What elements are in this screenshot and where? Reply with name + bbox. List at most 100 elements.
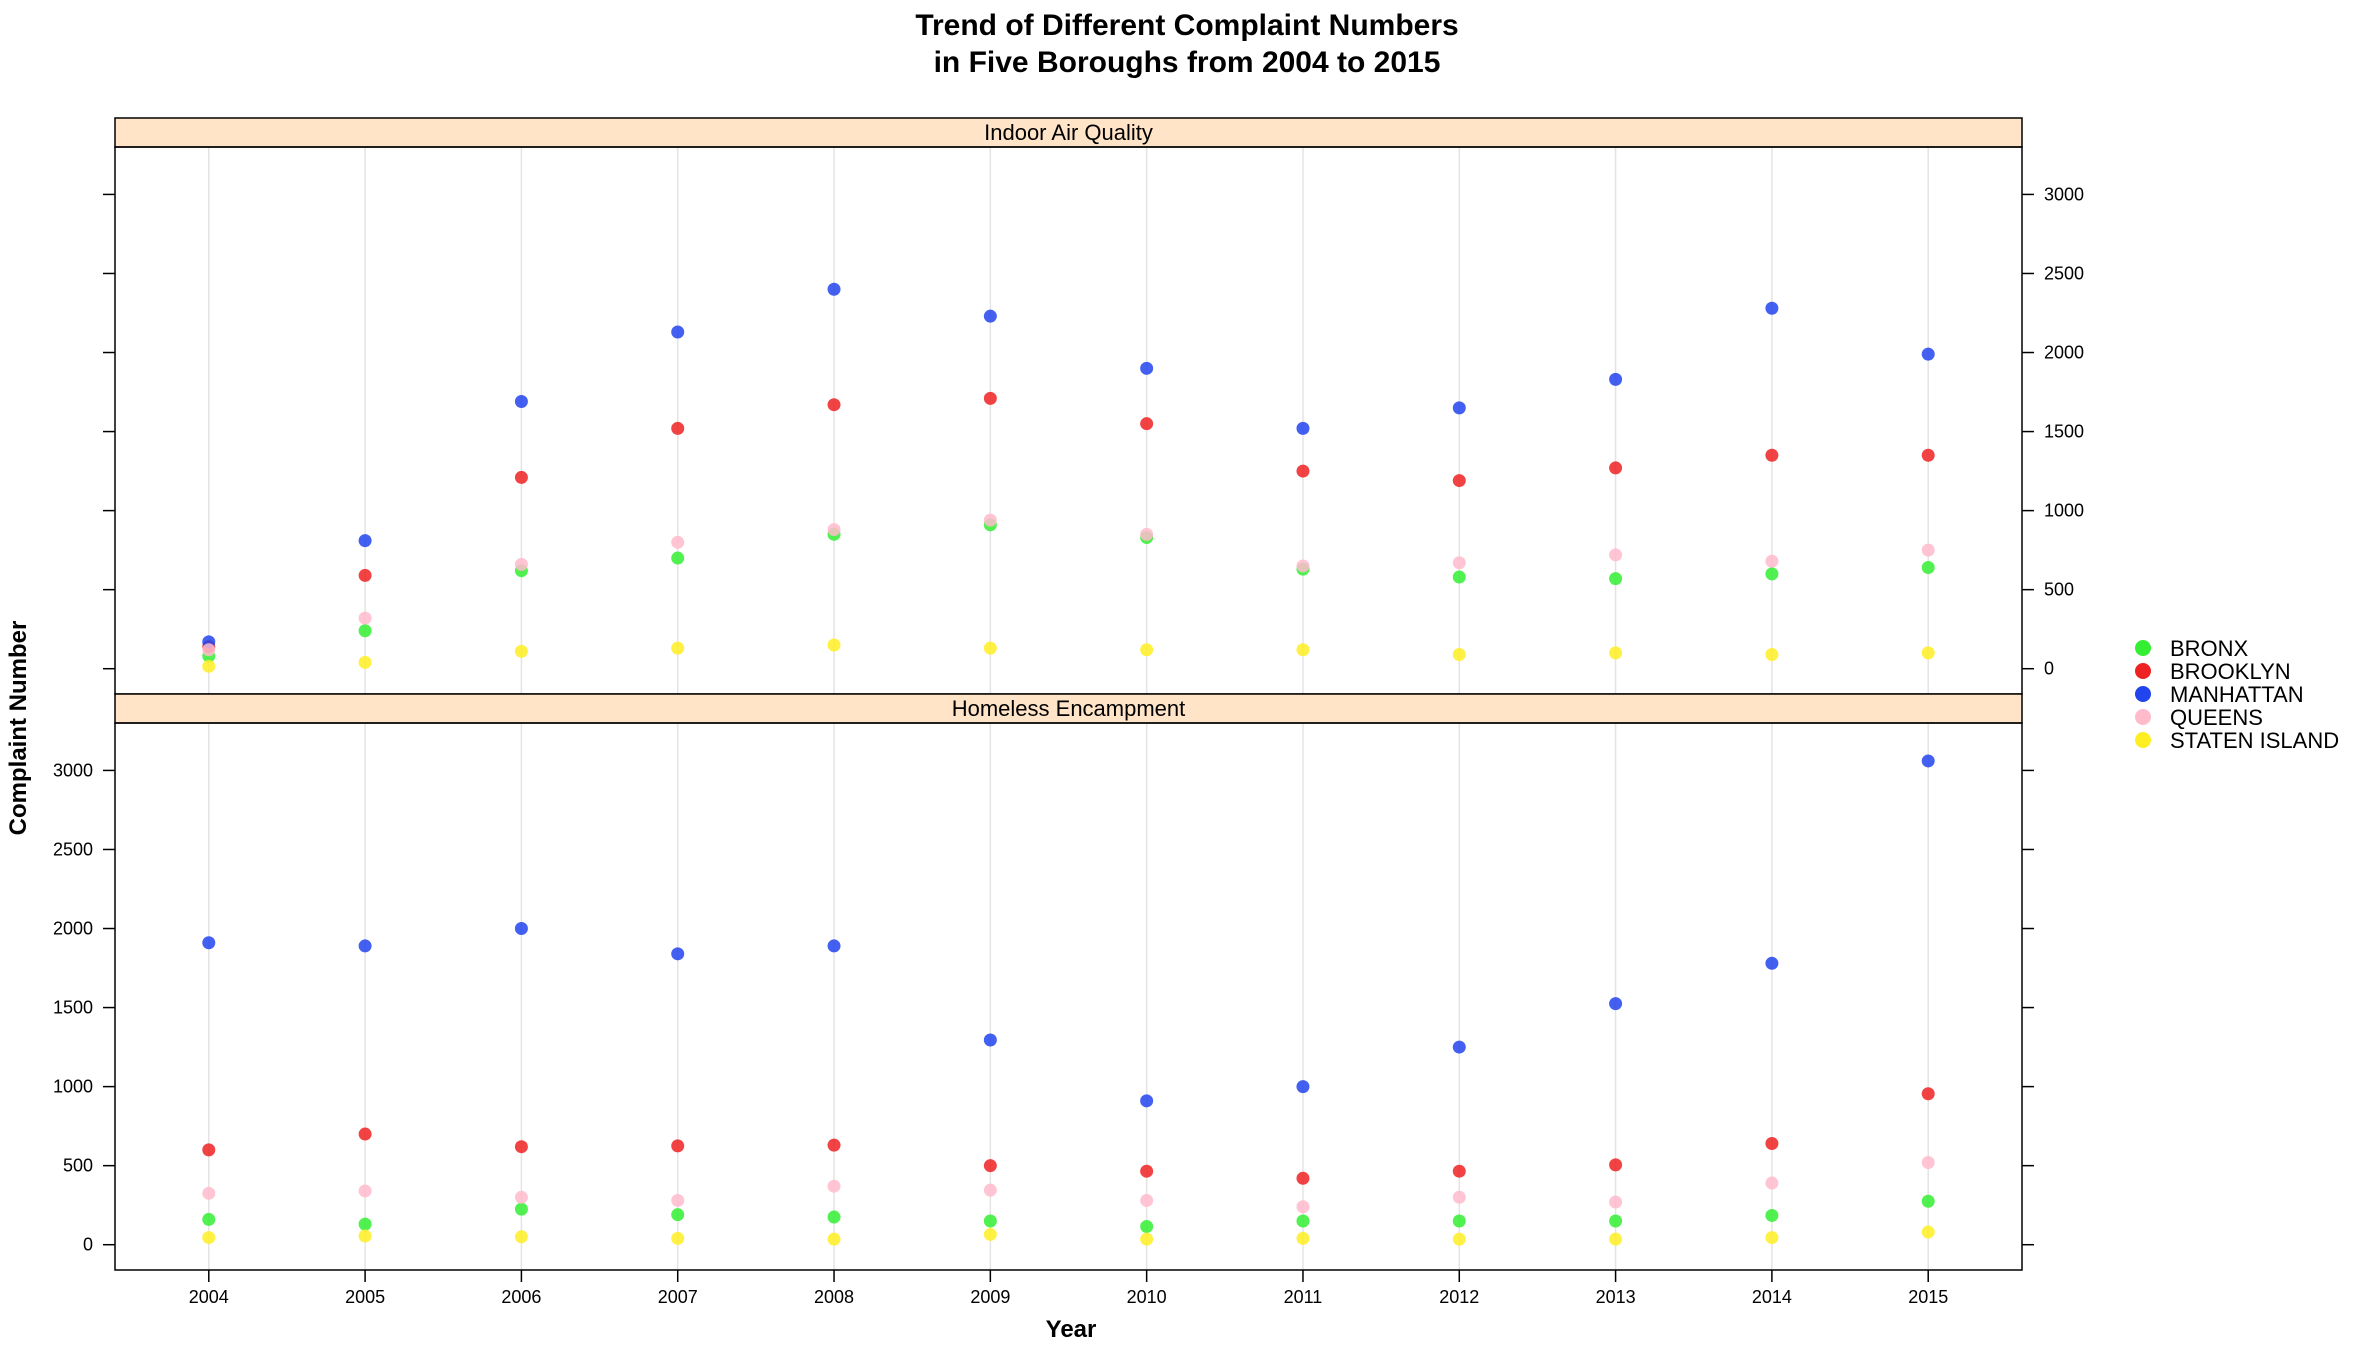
point-staten-island <box>1765 647 1779 661</box>
y-tick-label: 3000 <box>2044 184 2084 204</box>
point-manhattan <box>358 534 372 548</box>
point-brooklyn <box>1140 417 1154 431</box>
point-manhattan <box>202 936 216 950</box>
point-queens <box>1765 554 1779 568</box>
legend-label: BRONX <box>2170 636 2249 661</box>
point-manhattan <box>827 282 841 296</box>
chart-title-line-1: Trend of Different Complaint Numbers <box>915 9 1458 42</box>
x-tick-label: 2004 <box>189 1287 229 1307</box>
y-tick-label: 3000 <box>53 760 93 780</box>
point-brooklyn <box>1921 1087 1935 1101</box>
point-brooklyn <box>1921 448 1935 462</box>
point-bronx <box>1452 1214 1466 1228</box>
point-staten-island <box>1921 646 1935 660</box>
y-tick-label: 0 <box>83 1235 93 1255</box>
panel-0: Indoor Air Quality 0 500 1000 1500 2000 2500 30… <box>103 117 2084 695</box>
point-queens <box>1140 1193 1154 1207</box>
point-manhattan <box>1140 361 1154 375</box>
point-brooklyn <box>1452 474 1466 488</box>
point-manhattan <box>1296 1080 1310 1094</box>
point-staten-island <box>1140 643 1154 657</box>
point-staten-island <box>1921 1225 1935 1239</box>
point-staten-island <box>1609 1232 1623 1246</box>
point-queens <box>202 1186 216 1200</box>
chart-title-line-2: in Five Boroughs from 2004 to 2015 <box>934 46 1441 79</box>
point-manhattan <box>358 939 372 953</box>
point-brooklyn <box>202 1143 216 1157</box>
point-brooklyn <box>358 568 372 582</box>
point-bronx <box>1921 561 1935 575</box>
x-axis-title: Year <box>1046 1316 1097 1343</box>
point-manhattan <box>1296 421 1310 435</box>
point-staten-island <box>983 1227 997 1241</box>
point-staten-island <box>202 1231 216 1245</box>
point-brooklyn <box>983 1159 997 1173</box>
y-tick-label: 500 <box>2044 580 2074 600</box>
legend-marker <box>2135 640 2151 656</box>
point-staten-island <box>827 638 841 652</box>
y-tick-label: 1500 <box>53 998 93 1018</box>
x-tick-label: 2013 <box>1596 1287 1636 1307</box>
point-queens <box>671 1193 685 1207</box>
legend-label: MANHATTAN <box>2170 682 2304 707</box>
point-bronx <box>1296 1214 1310 1228</box>
point-staten-island <box>358 655 372 669</box>
point-bronx <box>1452 570 1466 584</box>
point-brooklyn <box>671 1139 685 1153</box>
point-bronx <box>1921 1194 1935 1208</box>
point-staten-island <box>671 641 685 655</box>
point-bronx <box>671 1208 685 1222</box>
point-manhattan <box>671 325 685 339</box>
point-manhattan <box>1452 1040 1466 1054</box>
point-queens <box>1609 1195 1623 1209</box>
panel-1: Homeless Encampment 0 500 1000 1500 2000 2500 3… <box>53 693 2034 1307</box>
x-tick-label: 2007 <box>658 1287 698 1307</box>
y-tick-label: 2000 <box>53 919 93 939</box>
point-queens <box>827 523 841 537</box>
point-brooklyn <box>1296 464 1310 478</box>
point-brooklyn <box>827 1138 841 1152</box>
y-axis-title: Complaint Number <box>5 621 32 836</box>
x-tick-label: 2005 <box>345 1287 385 1307</box>
point-staten-island <box>1296 643 1310 657</box>
point-manhattan <box>983 309 997 323</box>
point-queens <box>983 1183 997 1197</box>
x-tick-label: 2010 <box>1127 1287 1167 1307</box>
y-tick-label: 500 <box>63 1156 93 1176</box>
panels: Indoor Air Quality 0 500 1000 1500 2000 2500 30… <box>53 117 2084 1307</box>
point-queens <box>1296 559 1310 573</box>
point-brooklyn <box>1609 461 1623 475</box>
point-queens <box>1609 548 1623 562</box>
point-staten-island <box>1765 1231 1779 1245</box>
point-brooklyn <box>514 1140 528 1154</box>
point-manhattan <box>514 922 528 936</box>
point-manhattan <box>671 947 685 961</box>
point-brooklyn <box>358 1127 372 1141</box>
point-bronx <box>983 1214 997 1228</box>
point-staten-island <box>1296 1231 1310 1245</box>
point-brooklyn <box>1609 1158 1623 1172</box>
panel-frame <box>114 722 2023 1271</box>
point-manhattan <box>1140 1094 1154 1108</box>
point-staten-island <box>671 1231 685 1245</box>
point-queens <box>1140 527 1154 541</box>
point-bronx <box>1765 567 1779 581</box>
point-manhattan <box>1765 956 1779 970</box>
legend-label: BROOKLYN <box>2170 659 2291 684</box>
point-queens <box>983 513 997 527</box>
point-brooklyn <box>514 470 528 484</box>
point-queens <box>671 535 685 549</box>
legend-label: QUEENS <box>2170 705 2263 730</box>
point-queens <box>1452 1190 1466 1204</box>
point-brooklyn <box>1452 1164 1466 1178</box>
legend-label: STATEN ISLAND <box>2170 728 2339 753</box>
point-manhattan <box>983 1033 997 1047</box>
x-tick-label: 2014 <box>1752 1287 1792 1307</box>
y-tick-label: 2500 <box>53 839 93 859</box>
point-brooklyn <box>827 398 841 412</box>
legend-marker <box>2135 709 2151 725</box>
legend-marker <box>2135 686 2151 702</box>
point-staten-island <box>1609 646 1623 660</box>
legend-marker <box>2135 732 2151 748</box>
